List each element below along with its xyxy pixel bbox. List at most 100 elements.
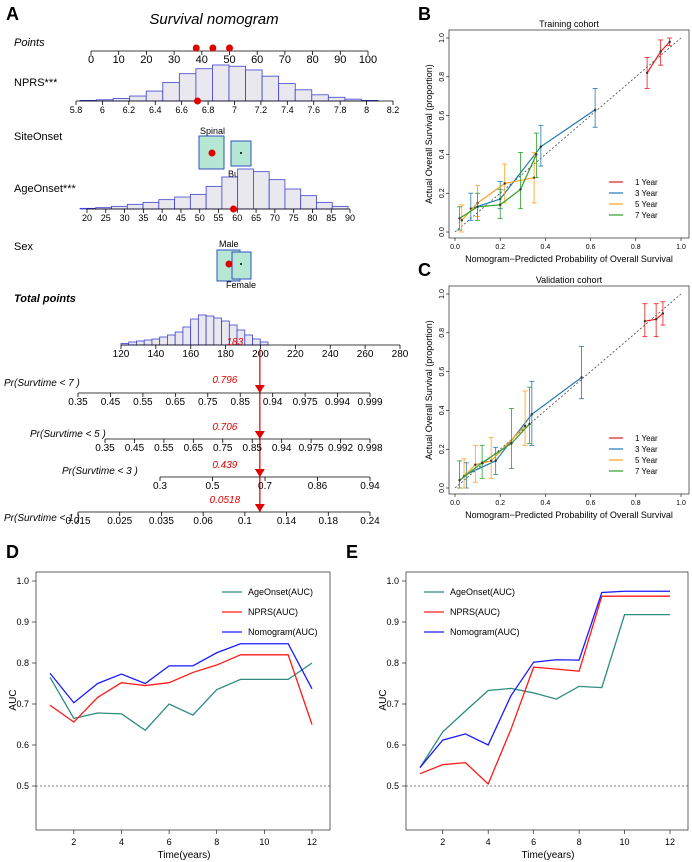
pr0-tick-label: 0.994 [325,397,350,408]
total-hist-bar [205,315,215,346]
nprs-tick-label: 6.6 [175,105,188,115]
nprs-hist-bar [178,73,197,102]
validation-point [510,442,513,445]
panel-label-c: C [418,260,431,280]
ageonset-hist-bar [158,199,175,210]
validation-series-line [459,423,531,481]
points-tick-label: 50 [223,54,235,66]
nprs-hist-bar [129,95,147,102]
nprs-hist-bar [145,90,164,102]
training-point [659,50,662,53]
auc-e-ytick-label: 0.6 [386,740,399,750]
pr1-tick-label: 0.94 [272,443,292,454]
auc-e-ytick-label: 0.7 [386,699,399,709]
auc-e-series-line [419,613,670,768]
pr3-arrow [254,504,265,512]
ageonset-tick-label: 35 [138,213,148,223]
auc-d-series-line [49,662,313,732]
training-xtick-label: 0.6 [586,244,596,251]
ageonset-tick-label: 25 [101,213,111,223]
points-tick-label: 80 [306,54,318,66]
bulbar-dot [240,152,242,154]
auc-d-xtick-label: 6 [167,837,172,847]
total-points-value: 183 [227,337,244,348]
points-tick-label: 70 [279,54,291,66]
validation-legend-label: 1 Year [635,434,658,443]
nprs-label: NPRS*** [14,77,58,89]
auc-d-legend-label: NPRS(AUC) [248,607,298,617]
nprs-tick-label: 7.8 [334,105,347,115]
auc-d-series-line [49,654,313,725]
ageonset-tick-label: 30 [120,213,130,223]
validation-ytick-label: 1.0 [439,289,446,299]
pr3-tick-label: 0.025 [107,516,132,527]
training-point [499,203,502,207]
pr2-tick-label: 0.5 [206,481,220,492]
pr5-label: Pr(Survtime < 5 ) [30,429,106,440]
nprs-hist-bar [212,64,230,102]
ageonset-hist-bar [142,201,160,210]
auc-e-ylabel: AUC [378,689,389,710]
pr2-value: 0.439 [212,460,237,471]
auc-e-ytick-label: 1.0 [386,576,399,586]
auc-panel-d: Time(years) AUC [8,571,331,861]
nprs-hist-bar [311,94,329,102]
pr1-tick-label: 0.45 [125,443,145,454]
validation-point [530,413,534,416]
training-ytick-label: 0.0 [439,227,446,237]
chart-marks: 0 10 20 30 40 50 60 70 80 90 100 5.8 6 6.2 6.4 6.6 6.8 7 7… [16,33,688,847]
total-hist-bar [159,336,168,346]
auc-d-ytick-label: 1.0 [16,576,29,586]
total-hist-bar [213,317,222,346]
ageonset-hist-bar [300,195,317,210]
total-tick-label: 120 [113,349,130,360]
nprs-tick-label: 6 [100,105,105,115]
ageonset-tick-label: 55 [213,213,223,223]
nprs-tick-label: 7 [232,105,237,115]
panel-label-b: B [418,4,431,24]
auc-d-xtick-label: 10 [259,837,269,847]
nprs-hist-bar [327,96,346,102]
total-points-label: Total points [14,293,76,305]
auc-e-xtick-label: 4 [486,837,491,847]
validation-series-line [644,312,664,322]
siteonset-label: SiteOnset [14,131,62,143]
female-label: Female [226,280,256,290]
training-plot-frame [448,29,690,239]
pr0-value: 0.796 [212,375,237,386]
validation-xtick-label: 0.2 [495,500,505,507]
training-point [519,188,522,191]
total-hist-bar [182,326,192,346]
ageonset-hist-bar [126,203,144,210]
ageonset-tick-label: 60 [232,213,242,223]
points-label: Points [14,37,45,49]
training-point [503,182,506,185]
auc-e-xtick-label: 6 [531,837,536,847]
auc-d-xtick-label: 2 [71,837,76,847]
training-reference-line [454,37,682,233]
ageonset-tick-label: 90 [345,213,355,223]
ageonset-hist-bar [268,179,286,210]
auc-d-ytick-label: 0.8 [16,658,29,668]
total-tick-label: 280 [392,349,409,360]
validation-point [480,461,484,464]
pr1-tick-label: 0.55 [154,443,174,454]
ageonset-hist-bar [174,196,191,210]
pr1-tick-label: 0.75 [213,443,233,454]
ageonset-tick-label: 80 [307,213,317,223]
nomogram-panel: Survival nomogram Points NPRS*** SiteOns… [4,11,279,524]
auc-e-xlabel: Time(years) [522,850,575,861]
validation-ytick-label: 0.2 [439,444,446,454]
ageonset-tick-label: 45 [176,213,186,223]
auc-d-ytick-label: 0.7 [16,699,29,709]
validation-point [580,376,583,379]
validation-calibration-panel: Validation cohort Nomogram−Predicted Pro… [424,275,690,520]
training-xtick-label: 1.0 [676,244,686,251]
training-legend-label: 3 Year [635,189,658,198]
auc-e-ytick-label: 0.9 [386,617,399,627]
training-xtick-label: 0.4 [541,244,551,251]
points-tick-label: 10 [113,54,125,66]
validation-xlabel: Nomogram−Predicted Probability of Overal… [465,510,673,520]
pr2-tick-label: 0.94 [360,481,380,492]
points-tick-label: 60 [251,54,263,66]
